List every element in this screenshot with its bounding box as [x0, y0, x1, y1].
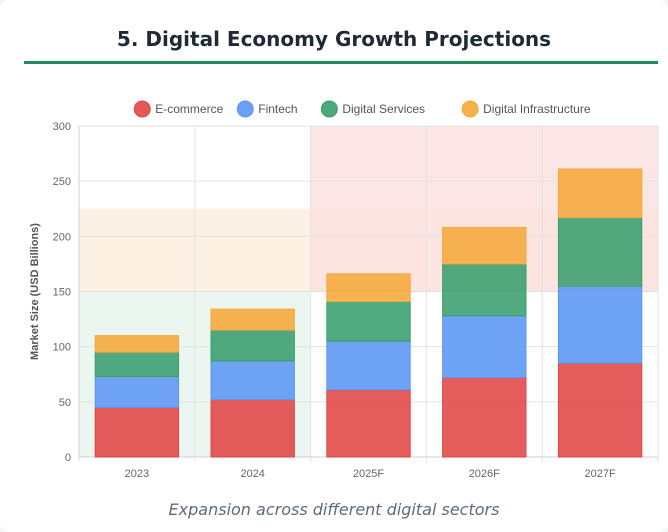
bar-segment	[326, 389, 411, 458]
y-axis-title: Market Size (USD Billions)	[29, 223, 41, 360]
legend-swatch	[461, 100, 479, 118]
bar-segment	[326, 273, 411, 302]
legend-swatch	[133, 100, 151, 118]
y-tick-label: 50	[59, 397, 71, 409]
y-tick-label: 0	[65, 452, 71, 464]
bar-segment	[210, 308, 295, 331]
y-tick-label: 200	[53, 231, 71, 243]
stacked-bar-chart: 0 50 100 150 200 250 300 2023 2024 2025F 2026F 2027…	[29, 100, 659, 480]
y-tick-label: 150	[53, 287, 71, 299]
x-tick-label: 2025F	[353, 468, 384, 480]
y-tick-label: 100	[53, 342, 71, 354]
legend-swatch	[320, 100, 338, 118]
bar-segment	[210, 360, 295, 401]
bar-segment	[94, 335, 180, 353]
bar-segment	[210, 399, 295, 458]
bar-segment	[557, 217, 643, 287]
bar-segment	[442, 315, 527, 379]
bar-segment	[94, 351, 180, 377]
bar-segment	[326, 340, 411, 391]
bar-segment	[557, 362, 643, 458]
legend-label: Digital Infrastructure	[483, 102, 591, 116]
legend-label: E-commerce	[155, 102, 223, 116]
y-tick-label: 250	[53, 176, 71, 188]
bar-segment	[94, 406, 180, 458]
bar-segment	[557, 285, 643, 364]
bar-segment	[442, 227, 527, 265]
chart-area: 0 50 100 150 200 250 300 2023 2024 2025F 2026F 2027…	[0, 88, 668, 488]
bar-segment	[210, 329, 295, 362]
legend-label: Fintech	[258, 102, 297, 116]
legend-label: Digital Services	[342, 102, 425, 116]
x-tick-label: 2026F	[469, 468, 500, 480]
x-tick-label: 2023	[125, 468, 149, 480]
page-title: 5. Digital Economy Growth Projections	[116, 27, 552, 51]
legend-swatch	[236, 100, 254, 118]
title-divider	[24, 61, 658, 64]
bar-segment	[326, 300, 411, 342]
x-tick-label: 2027F	[584, 468, 615, 480]
x-tick-label: 2024	[240, 468, 264, 480]
chart-subtitle: Expansion across different digital secto…	[168, 500, 500, 519]
bar-segment	[442, 377, 527, 458]
bar-segment	[442, 263, 527, 317]
bar-segment	[557, 168, 643, 219]
bar-segment	[94, 375, 180, 408]
y-tick-label: 300	[53, 121, 71, 133]
